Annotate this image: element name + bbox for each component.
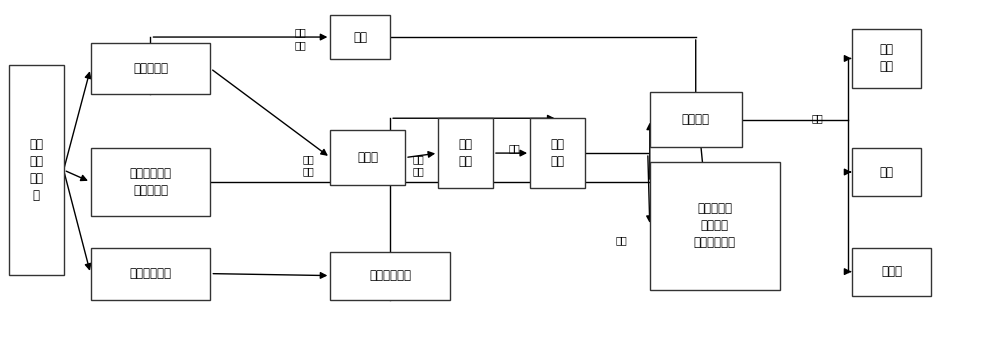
Text: 三维
点云: 三维 点云	[550, 138, 564, 168]
Text: 立体
匹配: 立体 匹配	[302, 154, 314, 176]
Bar	[438, 118, 493, 188]
Text: 障碍物: 障碍物	[881, 265, 902, 278]
Text: 双目
摄像
机装
置: 双目 摄像 机装 置	[29, 138, 43, 202]
Text: 视差图: 视差图	[357, 151, 378, 164]
Text: 路面: 路面	[879, 166, 893, 179]
Text: 输出: 输出	[812, 113, 823, 123]
Text: 彩色图像对: 彩色图像对	[133, 62, 168, 75]
Text: 图像
分割: 图像 分割	[294, 27, 306, 50]
Text: 点云分割阈值: 点云分割阈值	[369, 269, 411, 282]
Text: 三维
重构: 三维 重构	[412, 154, 424, 176]
Bar	[852, 28, 921, 88]
Text: 标定校正数据: 标定校正数据	[129, 267, 171, 280]
Text: 图块: 图块	[353, 31, 367, 44]
Bar	[91, 148, 210, 216]
Bar	[330, 252, 450, 299]
Bar	[91, 42, 210, 94]
Bar	[9, 65, 64, 274]
Text: 旋转: 旋转	[508, 143, 520, 153]
Bar	[650, 162, 780, 290]
Bar	[650, 92, 742, 147]
Bar	[852, 248, 931, 296]
Bar	[330, 130, 405, 185]
Bar	[91, 248, 210, 299]
Bar	[852, 148, 921, 196]
Text: 三维
点云: 三维 点云	[459, 138, 473, 168]
Bar	[330, 15, 390, 59]
Text: 融合判断: 融合判断	[682, 113, 710, 126]
Text: 摄像机相对路
面俯仰角度: 摄像机相对路 面俯仰角度	[129, 167, 171, 197]
Text: 分割: 分割	[616, 235, 628, 245]
Text: 障碍物点云
路面点云
未知区域点云: 障碍物点云 路面点云 未知区域点云	[694, 202, 736, 249]
Text: 未知
区域: 未知 区域	[879, 44, 893, 73]
Bar	[530, 118, 585, 188]
